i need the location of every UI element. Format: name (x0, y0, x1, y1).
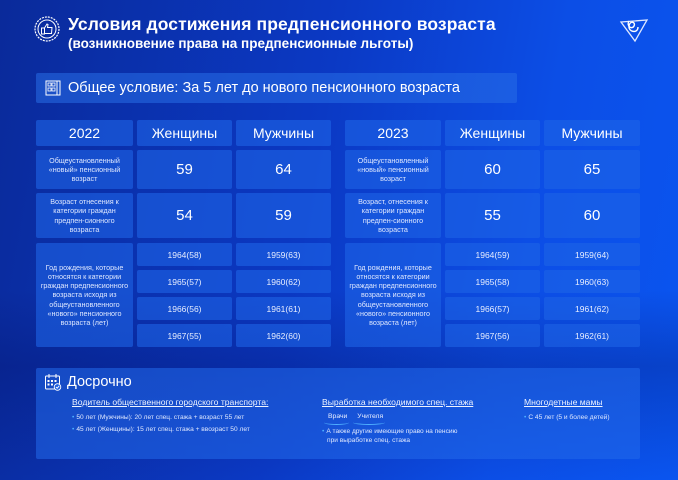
bullet-item: • 50 лет (Мужчины): 20 лет спец. стажа + … (72, 414, 245, 421)
women-birth-year: 1965(58) (445, 270, 540, 293)
row-label-prepension-age: Возраст отнесения к категории граждан пр… (36, 193, 133, 238)
early-retirement-panel: Досрочно Водитель общественного городско… (36, 368, 640, 459)
transport-driver-column: Водитель общественного городского трансп… (72, 397, 268, 434)
transport-driver-title: Водитель общественного городского трансп… (72, 397, 269, 407)
women-header: Женщины (137, 120, 232, 146)
page-title: Условия достижения предпенсионного возра… (68, 14, 496, 34)
value-women-prepension-age: 54 (137, 193, 232, 238)
value-men-standard-age: 65 (544, 150, 640, 189)
large-family-mothers-title: Многодетные мамы (524, 397, 603, 407)
special-service-column: Выработка необходимого спец. стажа Врачи… (322, 397, 473, 445)
document-scroll-icon (45, 80, 61, 96)
women-birth-year: 1966(57) (445, 297, 540, 320)
women-birth-year: 1966(56) (137, 297, 232, 320)
thumbs-up-badge-icon (34, 16, 60, 42)
value-men-prepension-age: 59 (236, 193, 331, 238)
men-birth-year: 1961(62) (544, 297, 640, 320)
year-header: 2022 (36, 120, 133, 146)
calendar-check-icon (45, 374, 62, 391)
value-men-standard-age: 64 (236, 150, 331, 189)
men-birth-year: 1960(63) (544, 270, 640, 293)
year-header: 2023 (345, 120, 441, 146)
general-condition-bar: Общее условие: За 5 лет до нового пенсио… (36, 73, 517, 103)
women-birth-year: 1967(55) (137, 324, 232, 347)
men-birth-year: 1962(61) (544, 324, 640, 347)
page-subtitle: (возникновение права на предпенсионные л… (68, 36, 414, 51)
large-family-mothers-column: Многодетные мамы • С 45 лет (5 и более де… (524, 397, 610, 422)
men-birth-year: 1962(60) (236, 324, 331, 347)
tag-teachers: Учителя (353, 413, 386, 425)
row-label-standard-age: Общеустановленный «новый» пенсионный воз… (36, 150, 133, 189)
tag-doctors: Врачи (323, 413, 350, 425)
bullet-item: • 45 лет (Женщины): 15 лет спец. стажа + … (72, 426, 250, 433)
bullet-icon: • (524, 414, 527, 421)
bullet-item: • С 45 лет (5 и более детей) (524, 414, 610, 421)
row-label-birth-years: Год рождения, которые относятся к катего… (345, 243, 441, 347)
row-label-prepension-age: Возраст, отнесения к категории граждан п… (345, 193, 441, 238)
special-service-title: Выработка необходимого спец. стажа (322, 397, 474, 407)
page-header: Условия достижения предпенсионного возра… (34, 14, 496, 53)
men-birth-year: 1959(63) (236, 243, 331, 266)
men-header: Мужчины (544, 120, 640, 146)
bullet-icon: • (72, 426, 75, 433)
women-header: Женщины (445, 120, 540, 146)
bullet-item: • А также другие имеющие право на пенсию п… (322, 428, 458, 444)
men-birth-year: 1960(62) (236, 270, 331, 293)
value-women-prepension-age: 55 (445, 193, 540, 238)
row-label-standard-age: Общеустановленный «новый» пенсионный воз… (345, 150, 441, 189)
women-birth-year: 1964(58) (137, 243, 232, 266)
men-birth-year: 1961(61) (236, 297, 331, 320)
row-label-birth-years: Год рождения, которые относятся к катего… (36, 243, 133, 347)
value-women-standard-age: 59 (137, 150, 232, 189)
bullet-icon: • (72, 414, 75, 421)
women-birth-year: 1967(56) (445, 324, 540, 347)
value-women-standard-age: 60 (445, 150, 540, 189)
women-birth-year: 1964(59) (445, 243, 540, 266)
bullet-icon: • (322, 428, 325, 435)
men-birth-year: 1959(64) (544, 243, 640, 266)
profession-tags: Врачи Учителя (323, 413, 473, 425)
women-birth-year: 1965(57) (137, 270, 232, 293)
pension-fund-logo-icon (619, 19, 649, 43)
value-men-prepension-age: 60 (544, 193, 640, 238)
early-retirement-header: Досрочно (44, 373, 132, 391)
men-header: Мужчины (236, 120, 331, 146)
early-retirement-title: Досрочно (67, 374, 132, 390)
general-condition-text: Общее условие: За 5 лет до нового пенсио… (68, 80, 460, 96)
